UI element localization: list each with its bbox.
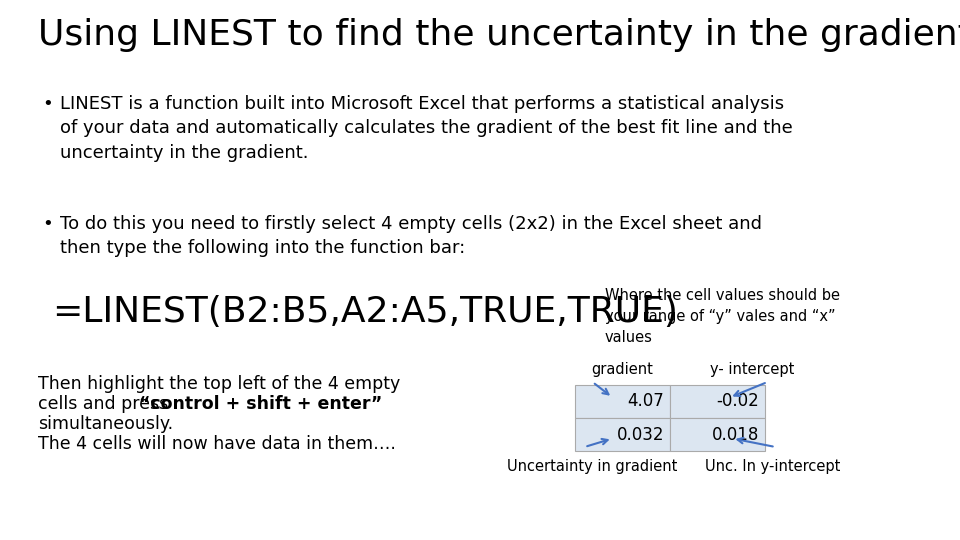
Text: 0.018: 0.018 xyxy=(711,426,759,443)
Text: •: • xyxy=(42,95,53,113)
Text: -0.02: -0.02 xyxy=(716,393,759,410)
Text: LINEST is a function built into Microsoft Excel that performs a statistical anal: LINEST is a function built into Microsof… xyxy=(60,95,793,161)
Text: “control + shift + enter”: “control + shift + enter” xyxy=(139,395,382,413)
Text: •: • xyxy=(42,215,53,233)
Text: Then highlight the top left of the 4 empty: Then highlight the top left of the 4 emp… xyxy=(38,375,400,393)
Text: =LINEST(B2:B5,A2:A5,TRUE,TRUE): =LINEST(B2:B5,A2:A5,TRUE,TRUE) xyxy=(52,295,678,329)
Bar xyxy=(575,385,670,418)
Text: cells and press: cells and press xyxy=(38,395,174,413)
Text: The 4 cells will now have data in them….: The 4 cells will now have data in them…. xyxy=(38,435,396,453)
Text: Uncertainty in gradient: Uncertainty in gradient xyxy=(507,459,678,474)
Bar xyxy=(670,385,765,418)
Text: Using LINEST to find the uncertainty in the gradient: Using LINEST to find the uncertainty in … xyxy=(38,18,960,52)
Bar xyxy=(670,418,765,451)
Text: simultaneously.: simultaneously. xyxy=(38,415,173,433)
Bar xyxy=(575,418,670,451)
Text: gradient: gradient xyxy=(591,362,654,377)
Text: 0.032: 0.032 xyxy=(616,426,664,443)
Text: Unc. In y-intercept: Unc. In y-intercept xyxy=(705,459,840,474)
Text: Where the cell values should be
your range of “y” vales and “x”
values: Where the cell values should be your ran… xyxy=(605,288,840,345)
Text: y- intercept: y- intercept xyxy=(710,362,795,377)
Text: To do this you need to firstly select 4 empty cells (2x2) in the Excel sheet and: To do this you need to firstly select 4 … xyxy=(60,215,762,257)
Text: 4.07: 4.07 xyxy=(627,393,664,410)
